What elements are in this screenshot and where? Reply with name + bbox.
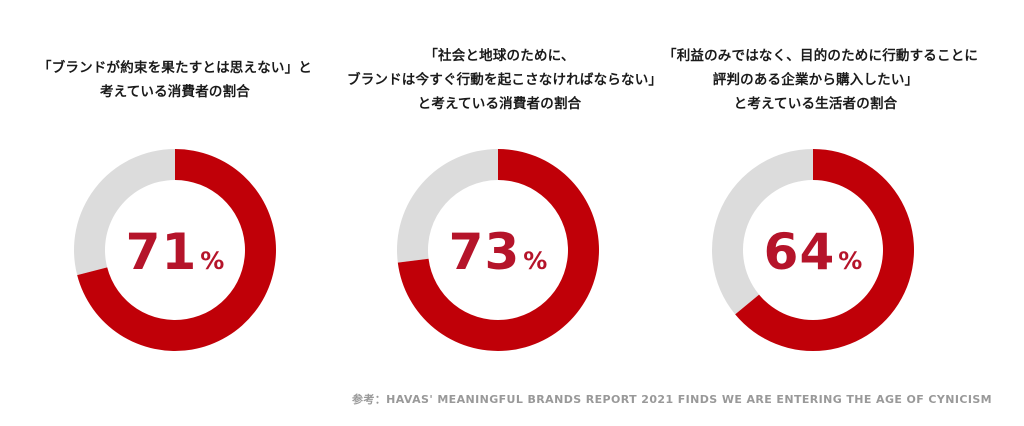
donut-percentage-label: 73% <box>449 223 548 281</box>
donut-percentage-label: 71% <box>126 223 225 281</box>
donut-slice-remainder <box>712 149 813 315</box>
chart-title-3-line-2: 評判のある企業から購入したい」 <box>712 72 919 88</box>
chart-title-3-line-1: 「利益のみではなく、目的のために行動することに <box>663 48 979 64</box>
chart-title-2-line-1: 「社会と地球のために、 <box>424 48 575 64</box>
chart-title-1-line-2: 考えている消費者の割合 <box>99 84 251 100</box>
donut-slice-value <box>735 149 914 351</box>
chart-panel-2: 「社会と地球のために、 ブランドは今すぐ行動を起こさなければならない」 と考えて… <box>347 0 663 380</box>
donut-chart-1: 71% <box>73 149 277 351</box>
source-note: 参考：HAVAS' MEANINGFUL BRANDS REPORT 2021 … <box>351 393 992 406</box>
percentage-value: 64 <box>764 223 836 281</box>
chart-title-2-line-3: と考えている消費者の割合 <box>417 96 582 112</box>
donut-chart-3: 64% <box>712 149 914 351</box>
chart-panel-3: 「利益のみではなく、目的のために行動することに 評判のある企業から購入したい」 … <box>663 0 979 380</box>
donut-slice-remainder <box>73 149 175 276</box>
chart-panel-1: 「ブランドが約束を果たすとは思えない」と 考えている消費者の割合 71% <box>25 0 325 380</box>
donut-chart-2: 73% <box>397 149 599 351</box>
chart-title-1-line-1: 「ブランドが約束を果たすとは思えない」と <box>38 60 312 76</box>
donut-percentage-label: 64% <box>764 223 863 281</box>
chart-title-3-line-3: と考えている生活者の割合 <box>733 96 898 112</box>
chart-title-2-line-2: ブランドは今すぐ行動を起こさなければならない」 <box>347 72 663 88</box>
percentage-value: 73 <box>449 223 521 281</box>
percent-sign: % <box>523 247 547 275</box>
donut-slice-remainder <box>397 149 498 263</box>
donut-slice-value <box>397 149 599 351</box>
chart-title-2: 「社会と地球のために、 ブランドは今すぐ行動を起こさなければならない」 と考えて… <box>347 44 663 116</box>
chart-title-3: 「利益のみではなく、目的のために行動することに 評判のある企業から購入したい」 … <box>663 44 979 116</box>
percent-sign: % <box>200 247 224 275</box>
percent-sign: % <box>838 247 862 275</box>
chart-title-1: 「ブランドが約束を果たすとは思えない」と 考えている消費者の割合 <box>25 56 325 104</box>
donut-slice-value <box>77 149 277 351</box>
percentage-value: 71 <box>126 223 198 281</box>
